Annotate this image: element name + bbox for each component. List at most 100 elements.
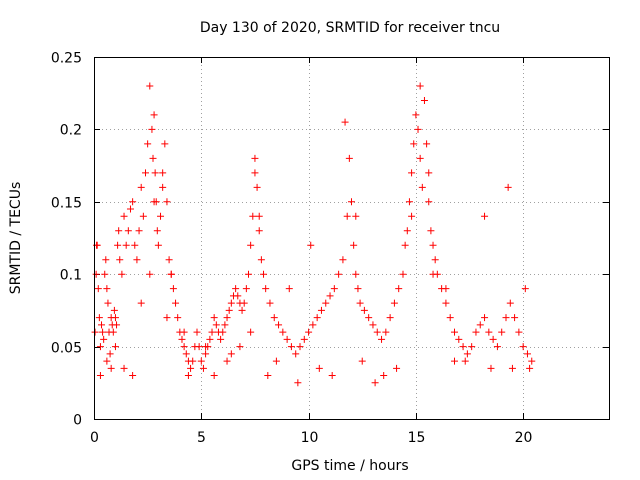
data-point — [137, 299, 145, 307]
data-point — [249, 212, 257, 220]
data-point — [350, 241, 358, 249]
data-point — [189, 357, 197, 365]
data-point — [523, 350, 531, 358]
y-tick-label: 0.1 — [60, 268, 82, 284]
data-point — [382, 328, 390, 336]
data-point — [386, 314, 394, 322]
chart-title: Day 130 of 2020, SRMTID for receiver tnc… — [200, 20, 500, 36]
data-point — [137, 183, 145, 191]
data-point — [403, 227, 411, 235]
data-point — [103, 285, 111, 293]
data-point — [380, 372, 388, 380]
data-point — [95, 314, 103, 322]
data-point — [129, 372, 137, 380]
data-point — [208, 328, 216, 336]
data-point — [459, 343, 467, 351]
data-point — [202, 343, 210, 351]
data-point — [100, 335, 108, 343]
data-point — [341, 118, 349, 126]
data-point — [461, 357, 469, 365]
data-point — [260, 270, 268, 278]
data-point — [328, 372, 336, 380]
data-point — [223, 357, 231, 365]
data-point — [101, 270, 109, 278]
data-point — [129, 198, 137, 206]
data-point — [184, 372, 192, 380]
data-point — [124, 227, 132, 235]
data-point — [262, 285, 270, 293]
data-point — [485, 328, 493, 336]
data-point — [172, 299, 180, 307]
y-tick-label: 0.25 — [51, 51, 82, 67]
data-point — [195, 343, 203, 351]
data-point — [255, 227, 263, 235]
data-point — [414, 125, 422, 133]
data-point — [110, 306, 118, 314]
data-point — [283, 335, 291, 343]
data-point — [153, 227, 161, 235]
data-point — [116, 256, 124, 264]
data-point — [238, 306, 246, 314]
data-point — [296, 343, 304, 351]
data-point — [245, 270, 252, 278]
data-point — [326, 292, 334, 300]
data-point — [307, 241, 315, 249]
data-point — [515, 328, 523, 336]
data-point — [275, 321, 283, 329]
data-point — [99, 328, 107, 336]
data-point — [202, 350, 210, 358]
data-point — [144, 140, 152, 148]
data-point — [427, 227, 435, 235]
data-point — [508, 364, 516, 372]
data-point — [292, 350, 300, 358]
data-point — [91, 328, 99, 336]
data-point — [418, 183, 426, 191]
data-point — [114, 241, 122, 249]
data-point — [365, 314, 373, 322]
data-point — [113, 321, 121, 329]
data-point — [96, 372, 104, 380]
data-point — [165, 256, 173, 264]
data-point — [451, 328, 458, 336]
data-point — [315, 364, 323, 372]
data-point — [227, 350, 235, 358]
data-point — [352, 270, 360, 278]
data-point — [187, 364, 195, 372]
data-point — [487, 364, 495, 372]
data-point — [335, 270, 343, 278]
axis-ticks: 0 5 10 15 20 0 0.05 0.1 0.15 0.2 0.25 — [51, 51, 609, 446]
data-point — [352, 212, 360, 220]
data-point — [193, 328, 201, 336]
data-point — [425, 169, 433, 177]
data-point — [154, 241, 162, 249]
data-point — [221, 321, 229, 329]
data-point — [339, 256, 347, 264]
data-point — [446, 314, 454, 322]
data-point — [373, 328, 381, 336]
data-point — [107, 364, 115, 372]
data-point — [481, 212, 489, 220]
data-point — [139, 212, 147, 220]
data-point — [96, 343, 104, 351]
data-point — [463, 350, 471, 358]
data-point — [309, 321, 317, 329]
data-point — [148, 125, 156, 133]
data-point — [519, 343, 527, 351]
data-point — [242, 285, 250, 293]
data-point — [163, 314, 171, 322]
data-point — [493, 343, 501, 351]
data-point — [178, 335, 186, 343]
data-point — [133, 256, 141, 264]
data-point — [142, 169, 149, 177]
data-point — [410, 140, 418, 148]
data-point — [416, 82, 424, 90]
data-point — [180, 328, 188, 336]
data-point — [455, 335, 463, 343]
y-tick-label: 0.15 — [51, 196, 82, 212]
data-point — [305, 328, 313, 336]
data-point — [294, 379, 302, 387]
data-point — [348, 198, 355, 206]
data-point — [356, 299, 364, 307]
data-point — [468, 343, 476, 351]
